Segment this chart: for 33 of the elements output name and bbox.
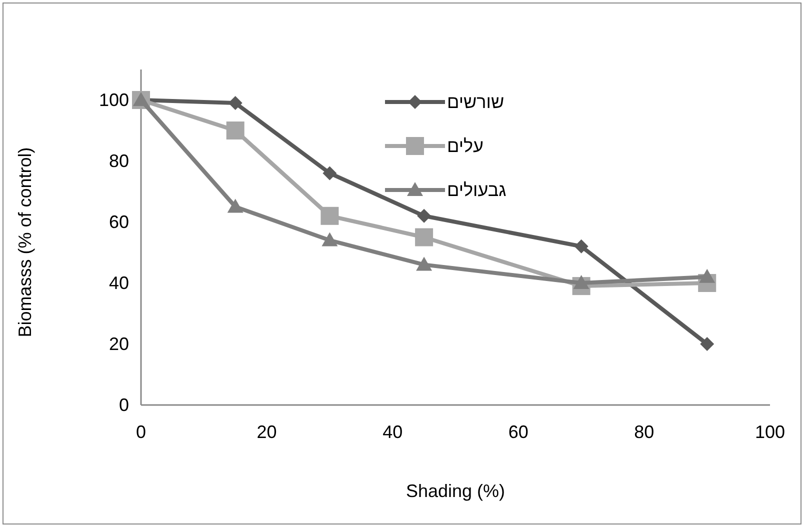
x-tick-label: 60 — [508, 422, 528, 442]
x-tick-label: 100 — [754, 422, 786, 442]
x-tick-label: 0 — [136, 422, 146, 442]
legend-item: גבעולים — [385, 180, 506, 200]
y-axis-title: Biomasss (% of control) — [15, 147, 35, 338]
point — [322, 232, 338, 246]
point — [228, 96, 242, 110]
point — [320, 206, 339, 225]
legend-label: שורשים — [447, 92, 504, 112]
legend-item: עלים — [385, 136, 484, 156]
point — [226, 122, 244, 140]
y-tick-label: 0 — [118, 395, 129, 415]
point — [416, 256, 432, 271]
x-tick-label: 80 — [634, 422, 654, 442]
legend-item: שורשים — [385, 92, 504, 112]
point — [227, 198, 244, 213]
legend-label: גבעולים — [447, 180, 507, 200]
x-axis-title: Shading (%) — [406, 481, 506, 501]
point — [417, 208, 432, 223]
point — [322, 166, 337, 180]
point — [699, 268, 716, 283]
legend-label: עלים — [447, 136, 484, 156]
y-tick-label: 100 — [98, 90, 129, 110]
y-tick-label: 20 — [108, 334, 129, 354]
x-tick-label: 20 — [256, 422, 277, 442]
y-tick-label: 60 — [108, 212, 129, 232]
point — [574, 239, 588, 254]
x-tick-label: 40 — [382, 422, 403, 442]
y-tick-label: 40 — [108, 273, 129, 293]
point — [573, 275, 590, 289]
y-tick-label: 80 — [108, 151, 129, 171]
point — [415, 228, 434, 246]
point — [700, 337, 714, 351]
